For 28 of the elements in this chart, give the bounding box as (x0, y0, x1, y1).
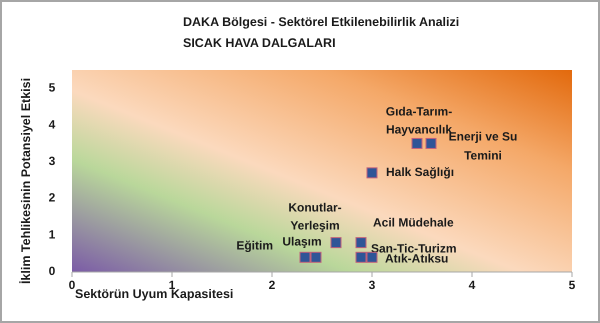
chart-title: DAKA Bölgesi - Sektörel Etkilenebilirlik Analizi (183, 15, 460, 29)
y-tick-label: 4 (48, 117, 56, 132)
y-axis-title: İklim Tehlikesinin Potansiyel Etkisi (19, 78, 33, 284)
x-tick-label: 4 (468, 278, 476, 292)
point (426, 138, 436, 149)
series-label: Acil Müdehale (373, 216, 454, 230)
y-tick-label: 3 (48, 154, 56, 168)
x-tick-label: 2 (268, 278, 276, 292)
y-tick-label: 1 (48, 227, 56, 242)
x-tick-label: 0 (68, 278, 76, 292)
point (310, 252, 322, 263)
point (366, 167, 378, 178)
point (366, 252, 378, 263)
point (412, 138, 422, 149)
point (300, 252, 310, 263)
x-tick-label: 3 (368, 278, 376, 292)
series-label: Konutlar- Yerleşim (288, 200, 342, 233)
chart-subtitle: SICAK HAVA DALGALARI (183, 36, 336, 50)
point (356, 237, 366, 248)
series-label: Ulaşım (282, 234, 322, 248)
point (330, 237, 342, 248)
text: Eğitim (236, 238, 273, 252)
y-tick-label: 0 (48, 264, 56, 278)
y-tick-label: 2 (48, 190, 56, 205)
series-label: Halk Sağlığı (386, 165, 454, 180)
point (356, 252, 366, 263)
y-tick-label: 5 (48, 80, 56, 95)
x-tick-label: 5 (568, 278, 576, 292)
